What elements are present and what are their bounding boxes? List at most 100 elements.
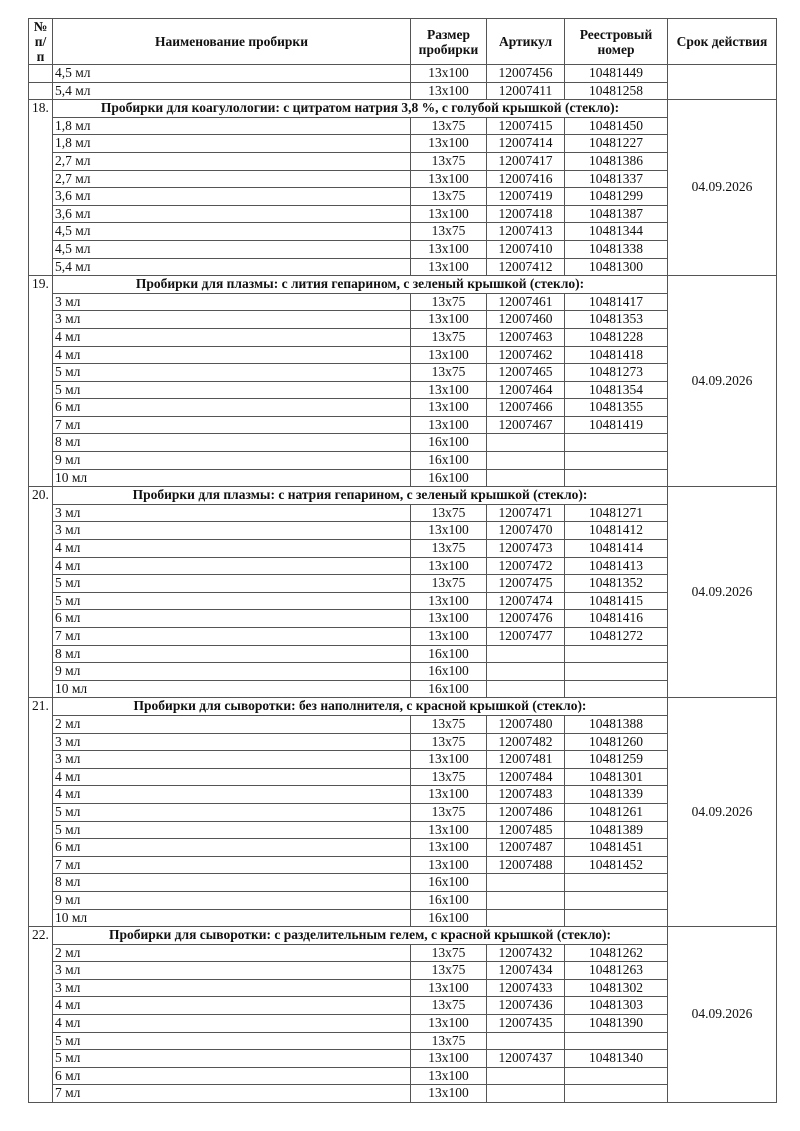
- table-row: 3 мл 13x75 12007434 10481263: [29, 961, 777, 980]
- tube-size: 13x75: [410, 714, 487, 734]
- tube-registry: 10481340: [564, 1049, 668, 1068]
- table-row: 4 мл 13x100 12007462 10481418: [29, 345, 777, 365]
- table-row: 7 мл 13x100 12007477 10481272: [29, 627, 777, 646]
- tube-name: 9 мл: [52, 662, 411, 681]
- header-article: Артикул: [486, 18, 565, 65]
- tube-name: 3 мл: [52, 292, 411, 312]
- tube-size: 13x100: [410, 1014, 487, 1033]
- section-number: 18.: [28, 99, 53, 277]
- tube-size: 13x100: [410, 521, 487, 541]
- tube-size: 13x100: [410, 820, 487, 840]
- table-row: 7 мл 13x100 12007467 10481419: [29, 415, 777, 435]
- tube-size: 13x75: [410, 732, 487, 752]
- tube-article: 12007481: [486, 750, 565, 769]
- table-row: 9 мл 16x100: [29, 890, 777, 910]
- header-expiry: Срок действия: [667, 18, 777, 65]
- tube-size: 13x100: [410, 380, 487, 400]
- tube-article: 12007461: [486, 292, 565, 312]
- tube-size: 16x100: [410, 451, 487, 470]
- section-title: Пробирки для коагулологии: с цитратом на…: [52, 99, 668, 118]
- tube-name: 5 мл: [52, 380, 411, 400]
- tube-registry: 10481272: [564, 627, 668, 646]
- tube-size: 13x100: [410, 345, 487, 365]
- tube-article: [486, 1031, 565, 1051]
- tube-name: 8 мл: [52, 433, 411, 453]
- table-row: 2 мл 13x75 12007432 10481262: [29, 943, 777, 963]
- tube-name: 1,8 мл: [52, 116, 411, 136]
- tube-article: 12007460: [486, 310, 565, 329]
- tube-size: 13x100: [410, 398, 487, 417]
- tube-registry: 10481260: [564, 732, 668, 752]
- tube-name: 7 мл: [52, 1084, 411, 1104]
- tube-name: 5 мл: [52, 820, 411, 840]
- tube-article: 12007484: [486, 767, 565, 787]
- tube-size: 16x100: [410, 908, 487, 928]
- table-row: 5 мл 13x100 12007485 10481389: [29, 820, 777, 840]
- tube-article: [486, 644, 565, 664]
- tube-registry: 10481451: [564, 838, 668, 857]
- tube-name: 4 мл: [52, 556, 411, 576]
- tube-size: 13x100: [410, 556, 487, 576]
- tube-registry: [564, 908, 668, 928]
- tube-registry: 10481273: [564, 363, 668, 382]
- header-registry: Реестровый номер: [564, 18, 668, 65]
- tube-name: 8 мл: [52, 644, 411, 664]
- tube-registry: [564, 1084, 668, 1104]
- tube-registry: 10481302: [564, 978, 668, 998]
- tube-article: [486, 1066, 565, 1086]
- table-row: 6 мл 13x100 12007466 10481355: [29, 398, 777, 417]
- table-row: 8 мл 16x100: [29, 644, 777, 664]
- tube-size: 13x100: [410, 591, 487, 611]
- table-row: 8 мл 16x100: [29, 433, 777, 453]
- tube-name: 5 мл: [52, 1049, 411, 1068]
- tube-size: 13x75: [410, 363, 487, 382]
- tube-article: 12007435: [486, 1014, 565, 1033]
- table-row: 8 мл 16x100: [29, 873, 777, 892]
- table-row: 5 мл 13x100 12007474 10481415: [29, 591, 777, 611]
- tube-name: 4 мл: [52, 1014, 411, 1033]
- table-row: 3 мл 13x100 12007470 10481412: [29, 521, 777, 541]
- tube-name: 6 мл: [52, 1066, 411, 1086]
- tube-registry: 10481271: [564, 503, 668, 523]
- table-row: 4 мл 13x75 12007473 10481414: [29, 539, 777, 558]
- row-number: [28, 64, 53, 83]
- tube-registry: 10481450: [564, 116, 668, 136]
- section-header-row: 19. Пробирки для плазмы: с лития гепарино…: [28, 275, 777, 488]
- tube-registry: [564, 644, 668, 664]
- tube-size: 13x75: [410, 574, 487, 593]
- tube-size: 13x100: [410, 239, 487, 259]
- tube-size: 13x100: [410, 978, 487, 998]
- table-row: 5 мл 13x100 12007464 10481354: [29, 380, 777, 400]
- tube-name: 5,4 мл: [52, 257, 411, 277]
- tube-name: 4,5 мл: [52, 239, 411, 259]
- tube-size: 13x100: [410, 257, 487, 277]
- expiry-date: 04.09.2026: [667, 275, 777, 488]
- table-row: 5,4 мл 13x100 12007411 10481258: [28, 81, 777, 101]
- tube-size: 13x100: [410, 855, 487, 875]
- tube-registry: [564, 890, 668, 910]
- tube-registry: 10481352: [564, 574, 668, 593]
- tube-name: 4,5 мл: [52, 64, 411, 83]
- tube-size: 16x100: [410, 679, 487, 699]
- table-row: 4 мл 13x100 12007483 10481339: [29, 785, 777, 804]
- expiry-date: 04.09.2026: [667, 99, 777, 277]
- tube-article: 12007436: [486, 996, 565, 1016]
- section-title: Пробирки для плазмы: с натрия гепарином,…: [52, 486, 668, 505]
- table-body: 4,5 мл 13x100 12007456 10481449 5,4 мл 13x100…: [28, 63, 777, 1104]
- section-number: 21.: [28, 697, 53, 928]
- tube-article: [486, 890, 565, 910]
- tube-registry: 10481261: [564, 802, 668, 822]
- table-row: 10 мл 16x100: [29, 908, 777, 928]
- tube-size: 13x75: [410, 802, 487, 822]
- section-title: Пробирки для сыворотки: с разделительным…: [52, 926, 668, 945]
- tube-registry: 10481344: [564, 222, 668, 241]
- tube-size: 13x75: [410, 996, 487, 1016]
- tube-name: 4 мл: [52, 996, 411, 1016]
- tube-article: 12007465: [486, 363, 565, 382]
- tube-name: 4,5 мл: [52, 222, 411, 241]
- tube-registry: 10481337: [564, 169, 668, 189]
- table-row: 10 мл 16x100: [29, 468, 777, 488]
- tube-registry: 10481339: [564, 785, 668, 804]
- tube-size: 13x75: [410, 943, 487, 963]
- header-row: № п/п Наименование пробирки Размер проби…: [28, 18, 777, 65]
